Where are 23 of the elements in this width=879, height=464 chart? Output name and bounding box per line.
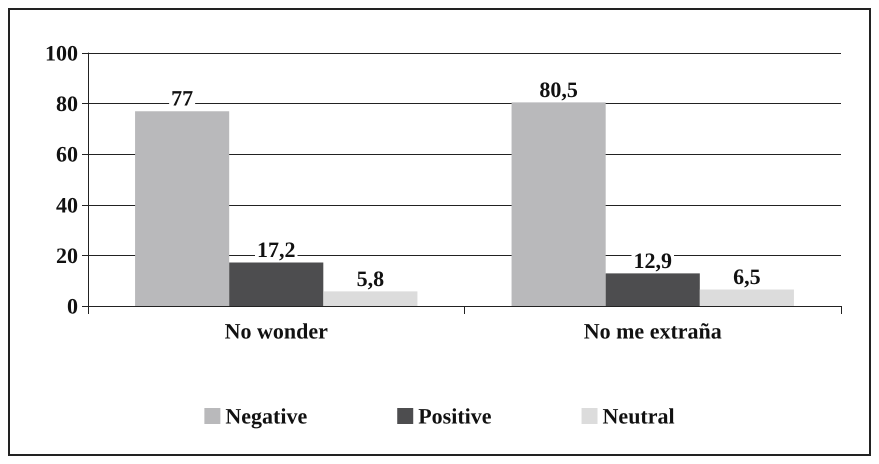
data-label: 6,5 xyxy=(733,264,761,290)
bar xyxy=(323,291,418,306)
data-label: 80,5 xyxy=(539,76,578,102)
y-tick-label: 60 xyxy=(56,142,78,167)
data-label: 5,8 xyxy=(356,266,384,291)
x-tick-label: No wonder xyxy=(224,318,328,344)
bar xyxy=(606,273,700,306)
y-tick-label: 20 xyxy=(56,242,78,268)
y-tick-label: 80 xyxy=(56,91,78,116)
data-label: 17,2 xyxy=(257,236,296,262)
legend-label: Neutral xyxy=(602,404,675,428)
bar xyxy=(135,111,230,306)
y-tick-label: 100 xyxy=(45,40,78,66)
y-tick-label: 0 xyxy=(67,294,78,318)
data-label: 77 xyxy=(171,86,194,111)
y-tick-label: 40 xyxy=(56,192,78,218)
legend-label: Negative xyxy=(225,404,308,428)
x-tick-label: No me extraña xyxy=(584,318,722,344)
legend-label: Positive xyxy=(418,404,492,428)
bar xyxy=(512,102,606,306)
bar xyxy=(700,290,794,306)
data-label: 12,9 xyxy=(634,248,672,273)
bar xyxy=(229,262,324,306)
